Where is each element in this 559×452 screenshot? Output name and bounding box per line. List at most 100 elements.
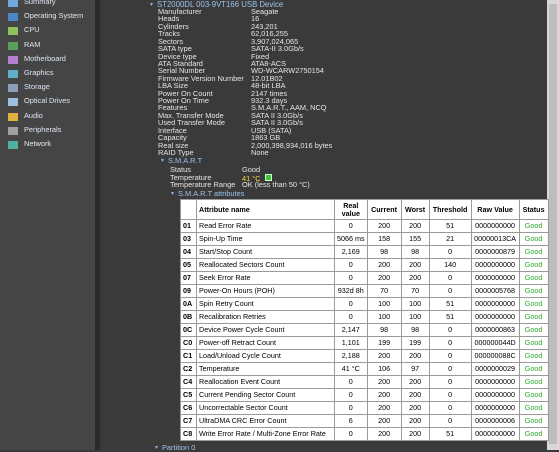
cell: Good xyxy=(518,323,549,337)
cell: Reallocated Sectors Count xyxy=(196,258,335,272)
property-label: LBA Size xyxy=(158,81,188,91)
cell: 0 xyxy=(428,336,472,350)
column-header[interactable]: Real value xyxy=(334,199,368,220)
attribute-row[interactable]: C0 Power-off Retract Count 1,101 199 199 0 000… xyxy=(180,336,549,350)
property-label: Manufacturer xyxy=(158,7,202,16)
cell: 98 xyxy=(400,323,430,337)
cell: 0 xyxy=(428,375,472,389)
cell: 51 xyxy=(428,310,472,324)
cell: 6 xyxy=(334,414,368,428)
attribute-row[interactable]: C1 Load/Unload Cycle Count 2,188 200 200 0 000… xyxy=(180,349,549,363)
cell: 199 xyxy=(366,336,402,350)
tree-arrow[interactable]: ▾ xyxy=(171,191,175,197)
property-value: 48-bit LBA xyxy=(251,81,286,91)
smart-label: Temperature Range xyxy=(170,180,236,189)
cell: 100 xyxy=(400,297,430,311)
cell: 0000000000 xyxy=(470,401,520,415)
property-label: RAID Type xyxy=(158,147,194,157)
cell: Good xyxy=(518,245,549,259)
cell: 0 xyxy=(334,388,368,402)
column-header[interactable] xyxy=(180,199,197,220)
sidebar-item[interactable]: Network xyxy=(24,139,52,148)
cell: Good xyxy=(518,284,549,298)
sidebar-item[interactable]: Motherboard xyxy=(24,53,66,63)
attribute-row[interactable]: 03 Spin-Up Time 5066 ms 158 155 21 00000013CA G… xyxy=(180,232,549,246)
attribute-row[interactable]: C7 UltraDMA CRC Error Count 6 200 200 0 000000… xyxy=(180,414,549,428)
smart-value: OK (less than 50 °C) xyxy=(242,180,310,189)
property-value: 3,907,024,065 xyxy=(251,36,299,46)
partition-title[interactable]: Partition 0 xyxy=(162,443,196,452)
cell: Load/Unload Cycle Count xyxy=(196,349,335,363)
attribute-row[interactable]: C4 Reallocation Event Count 0 200 200 0 000000… xyxy=(180,375,549,389)
cell: 200 xyxy=(400,271,430,285)
cell: 98 xyxy=(366,245,402,259)
cell: 200 xyxy=(400,427,430,441)
attribute-row[interactable]: 0A Spin Retry Count 0 100 100 51 0000000000 Goo… xyxy=(180,297,549,311)
column-header[interactable]: Attribute name xyxy=(196,199,335,220)
sidebar-item[interactable]: CPU xyxy=(24,25,40,35)
cell: 98 xyxy=(400,245,430,259)
attribute-row[interactable]: 0B Recalibration Retries 0 100 100 51 00000000… xyxy=(180,310,549,324)
cell: 200 xyxy=(366,219,402,233)
sidebar-item[interactable]: Peripherals xyxy=(24,124,62,134)
cell: C8 xyxy=(180,427,197,441)
sidebar-icon xyxy=(8,70,18,78)
smart-value: 41 °C xyxy=(242,173,272,183)
tree-arrow[interactable]: ▾ xyxy=(150,2,154,8)
attribute-row[interactable]: 01 Read Error Rate 0 200 200 51 0000000000 Good xyxy=(180,219,549,233)
column-header[interactable]: Current xyxy=(366,199,402,220)
cell: Read Error Rate xyxy=(196,219,335,233)
cell: Current Pending Sector Count xyxy=(196,388,335,402)
column-header[interactable]: Threshold xyxy=(428,199,472,220)
sidebar-item[interactable]: Graphics xyxy=(24,68,54,77)
cell: 0 xyxy=(334,401,368,415)
sidebar-item[interactable]: Storage xyxy=(24,82,50,92)
attribute-row[interactable]: 0C Device Power Cycle Count 2,147 98 98 0 0000… xyxy=(180,323,549,337)
cell: 200 xyxy=(400,258,430,272)
sidebar-icon xyxy=(8,13,18,22)
cell: 100 xyxy=(366,310,402,324)
cell: Good xyxy=(518,336,549,350)
cell: Good xyxy=(518,401,549,415)
sidebar-icon xyxy=(8,0,18,7)
sidebar-item[interactable]: Summary xyxy=(24,0,56,6)
sidebar-item[interactable]: Operating System xyxy=(24,11,84,21)
cell: 0 xyxy=(334,427,368,441)
attribute-row[interactable]: 04 Start/Stop Count 2,169 98 98 0 0000000879 Go… xyxy=(180,245,549,259)
device-title: ST2000DL 003-9VT166 USB Device xyxy=(157,0,284,9)
property-label: Power On Time xyxy=(158,96,209,106)
attribute-row[interactable]: C5 Current Pending Sector Count 0 200 200 0 00… xyxy=(180,388,549,402)
property-label: Sectors xyxy=(158,36,184,46)
sidebar-item[interactable]: Audio xyxy=(24,110,43,120)
property-label: Capacity xyxy=(158,133,187,143)
property-label: Heads xyxy=(158,14,180,24)
attribute-row[interactable]: 05 Reallocated Sectors Count 0 200 200 140 000… xyxy=(180,258,549,272)
column-header[interactable]: Worst xyxy=(400,199,430,220)
cell: Good xyxy=(518,427,549,441)
cell: UltraDMA CRC Error Count xyxy=(196,414,335,428)
cell: Seek Error Rate xyxy=(196,271,335,285)
cell: Good xyxy=(518,388,549,402)
cell: 200 xyxy=(400,219,430,233)
cell: 5066 ms xyxy=(334,232,368,246)
cell: 0 xyxy=(334,258,368,272)
attribute-row[interactable]: 09 Power-On Hours (POH) 932d 8h 70 70 0 000000… xyxy=(180,284,549,298)
column-header[interactable]: Status xyxy=(518,199,549,220)
divider xyxy=(95,0,100,450)
attribute-row[interactable]: C6 Uncorrectable Sector Count 0 200 200 0 0000… xyxy=(180,401,549,415)
tree-arrow[interactable]: ▾ xyxy=(161,158,165,164)
attribute-row[interactable]: C8 Write Error Rate / Multi-Zone Error Ra… xyxy=(180,427,549,441)
scroll-thumb[interactable] xyxy=(549,4,557,444)
sidebar-item[interactable]: RAM xyxy=(24,39,41,49)
column-header[interactable]: Raw Value xyxy=(470,199,520,220)
property-value: S.M.A.R.T., AAM, NCQ xyxy=(251,103,327,113)
sidebar-item[interactable]: Optical Drives xyxy=(24,96,70,106)
cell: 000000044D xyxy=(470,336,520,350)
attribute-row[interactable]: 07 Seek Error Rate 0 200 200 0 0000000000 Good xyxy=(180,271,549,285)
cell: 0000005768 xyxy=(470,284,520,298)
cell: 07 xyxy=(180,271,197,285)
sidebar-icon xyxy=(8,41,18,50)
tree-arrow[interactable]: ▾ xyxy=(155,445,159,451)
attribute-row[interactable]: C2 Temperature 41 °C 106 97 0 0000000029 Good xyxy=(180,362,549,376)
cell: C1 xyxy=(180,349,197,363)
